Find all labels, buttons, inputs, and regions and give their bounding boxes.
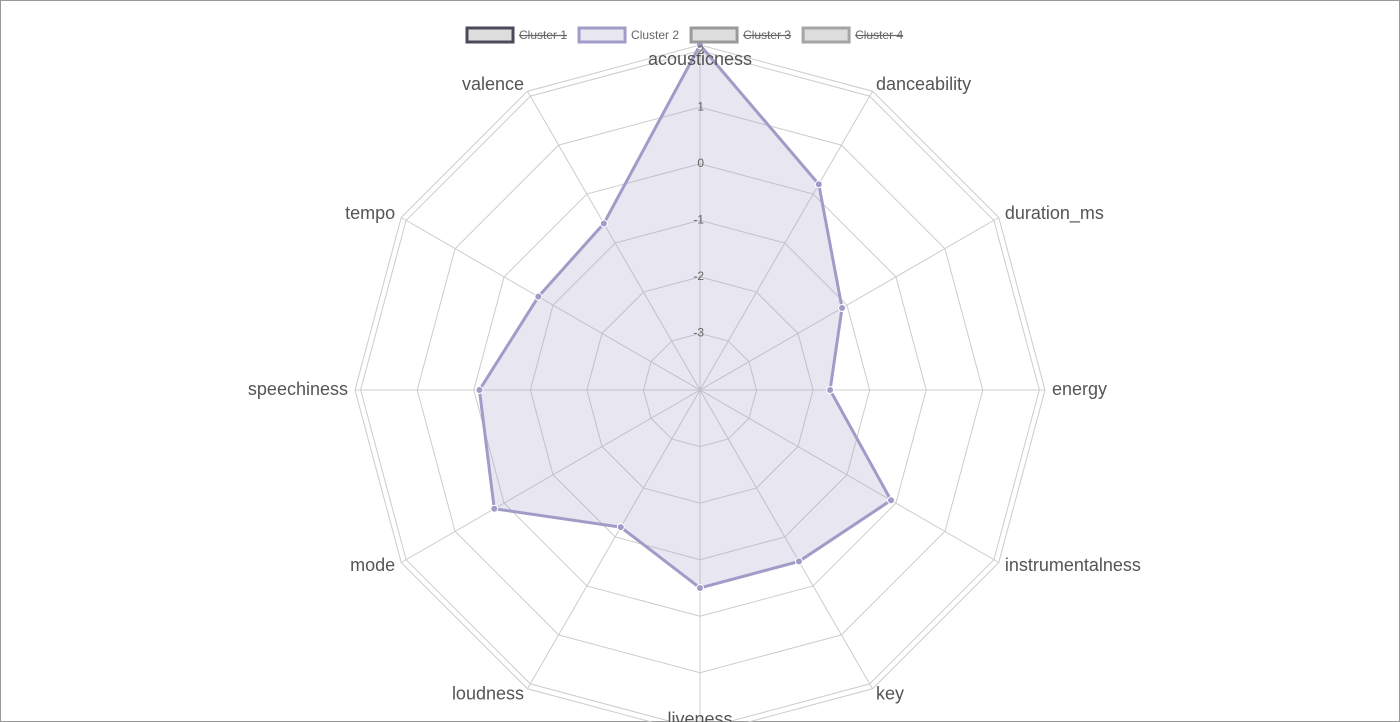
- tick-label: 1: [697, 99, 704, 113]
- tick-label: -1: [693, 212, 704, 226]
- tick-label: 0: [697, 156, 704, 170]
- tick-label: -2: [693, 269, 704, 283]
- axis-label: valence: [462, 74, 524, 94]
- radar-point: [794, 557, 803, 566]
- axis-label: tempo: [345, 203, 395, 223]
- axis-label: mode: [350, 555, 395, 575]
- legend-label: Cluster 4: [855, 28, 903, 42]
- radar-point: [490, 504, 499, 513]
- legend-swatch: [801, 26, 851, 44]
- legend-item[interactable]: Cluster 1: [465, 26, 567, 44]
- legend-label: Cluster 3: [743, 28, 791, 42]
- spoke: [400, 389, 701, 563]
- legend-label: Cluster 2: [631, 28, 679, 42]
- radar-point: [814, 180, 823, 189]
- radar-point: [838, 303, 847, 312]
- legend[interactable]: Cluster 1 Cluster 2 Cluster 3 Cluster 4: [465, 26, 903, 44]
- axis-label: instrumentalness: [1005, 555, 1141, 575]
- axis-label: liveness: [667, 709, 732, 722]
- grid: [354, 44, 1046, 722]
- spoke: [699, 389, 1000, 563]
- axis-label: energy: [1052, 379, 1107, 399]
- spoke: [699, 90, 873, 391]
- axis-label: danceability: [876, 74, 971, 94]
- legend-swatch: [577, 26, 627, 44]
- radar-point: [616, 523, 625, 532]
- spoke: [527, 389, 701, 690]
- tick-label: 2: [697, 43, 704, 57]
- legend-item[interactable]: Cluster 4: [801, 26, 903, 44]
- labels: acousticness danceability duration_msenerg…: [248, 43, 1141, 722]
- legend-swatch: [689, 26, 739, 44]
- radar-point: [696, 583, 704, 592]
- radar-point: [887, 496, 896, 505]
- radar-point: [599, 219, 608, 228]
- legend-item[interactable]: Cluster 2: [577, 26, 679, 44]
- radar-point: [534, 292, 543, 301]
- legend-label: Cluster 1: [519, 28, 567, 42]
- spoke: [400, 217, 701, 391]
- spoke: [527, 90, 701, 391]
- legend-swatch: [465, 26, 515, 44]
- legend-item[interactable]: Cluster 3: [689, 26, 791, 44]
- axis-label: duration_ms: [1005, 203, 1104, 224]
- spoke: [699, 217, 1000, 391]
- plot: [475, 41, 896, 592]
- radar-point: [475, 386, 484, 394]
- axis-label: key: [876, 684, 904, 704]
- radar-point: [826, 386, 835, 394]
- axis-label: loudness: [452, 684, 524, 704]
- tick-label: -3: [693, 326, 704, 340]
- spoke: [699, 389, 873, 690]
- axis-label: acousticness: [648, 49, 752, 69]
- axis-label: speechiness: [248, 379, 348, 399]
